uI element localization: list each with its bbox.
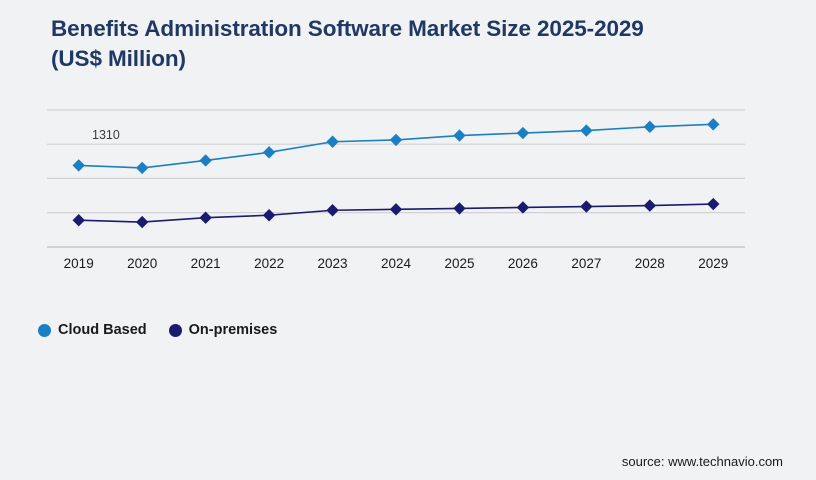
x-tick-label-2029: 2029 xyxy=(698,256,729,271)
data-point-marker[interactable] xyxy=(389,203,403,216)
x-tick-label-2026: 2026 xyxy=(507,256,538,271)
legend-label-on-premises: On-premises xyxy=(188,322,278,338)
data-point-marker[interactable] xyxy=(580,124,593,137)
data-point-marker[interactable] xyxy=(72,214,85,227)
data-point-marker[interactable] xyxy=(262,209,276,222)
data-point-marker[interactable] xyxy=(262,146,276,159)
data-point-marker[interactable] xyxy=(199,154,212,167)
data-point-marker[interactable] xyxy=(389,133,403,147)
x-tick-label-2028: 2028 xyxy=(634,256,665,271)
x-tick-label-2027: 2027 xyxy=(571,256,602,271)
data-point-marker[interactable] xyxy=(72,159,85,172)
chart-title: Benefits Administration Software Market … xyxy=(51,16,644,72)
data-point-marker[interactable] xyxy=(707,197,720,211)
data-point-marker[interactable] xyxy=(707,118,720,131)
x-tick-label-2024: 2024 xyxy=(380,256,412,271)
x-tick-label-2022: 2022 xyxy=(254,256,285,271)
source-attribution: source: www.technavio.com xyxy=(621,454,783,469)
data-point-marker[interactable] xyxy=(135,161,149,175)
data-point-marker[interactable] xyxy=(516,201,530,214)
data-label-1310: 1310 xyxy=(92,128,120,142)
x-tick-label-2025: 2025 xyxy=(444,256,475,271)
data-point-marker[interactable] xyxy=(326,204,339,217)
legend-item-cloud-based[interactable]: Cloud Based xyxy=(38,322,147,338)
data-point-marker[interactable] xyxy=(643,199,657,212)
data-point-marker[interactable] xyxy=(516,126,530,140)
data-series-group xyxy=(72,118,720,229)
data-point-marker[interactable] xyxy=(580,200,593,213)
legend-marker-cloud-based-icon xyxy=(38,323,51,337)
legend-marker-on-premises-icon xyxy=(168,323,182,337)
x-tick-label-2023: 2023 xyxy=(317,256,348,271)
gridlines xyxy=(47,109,745,214)
data-point-marker[interactable] xyxy=(199,211,212,224)
legend-item-on-premises[interactable]: On-premises xyxy=(168,322,278,338)
data-point-marker[interactable] xyxy=(135,215,149,229)
legend-label-cloud-based: Cloud Based xyxy=(58,322,147,338)
series-line-cloud-based xyxy=(78,123,714,169)
data-point-marker[interactable] xyxy=(643,120,657,134)
x-tick-label-2020: 2020 xyxy=(127,256,158,271)
x-tick-label-2021: 2021 xyxy=(190,256,221,271)
data-point-marker[interactable] xyxy=(453,202,466,215)
data-point-marker[interactable] xyxy=(326,135,339,148)
chart-legend: Cloud Based On-premises xyxy=(38,322,277,338)
x-tick-label-2019: 2019 xyxy=(63,256,94,271)
data-point-marker[interactable] xyxy=(453,129,466,142)
